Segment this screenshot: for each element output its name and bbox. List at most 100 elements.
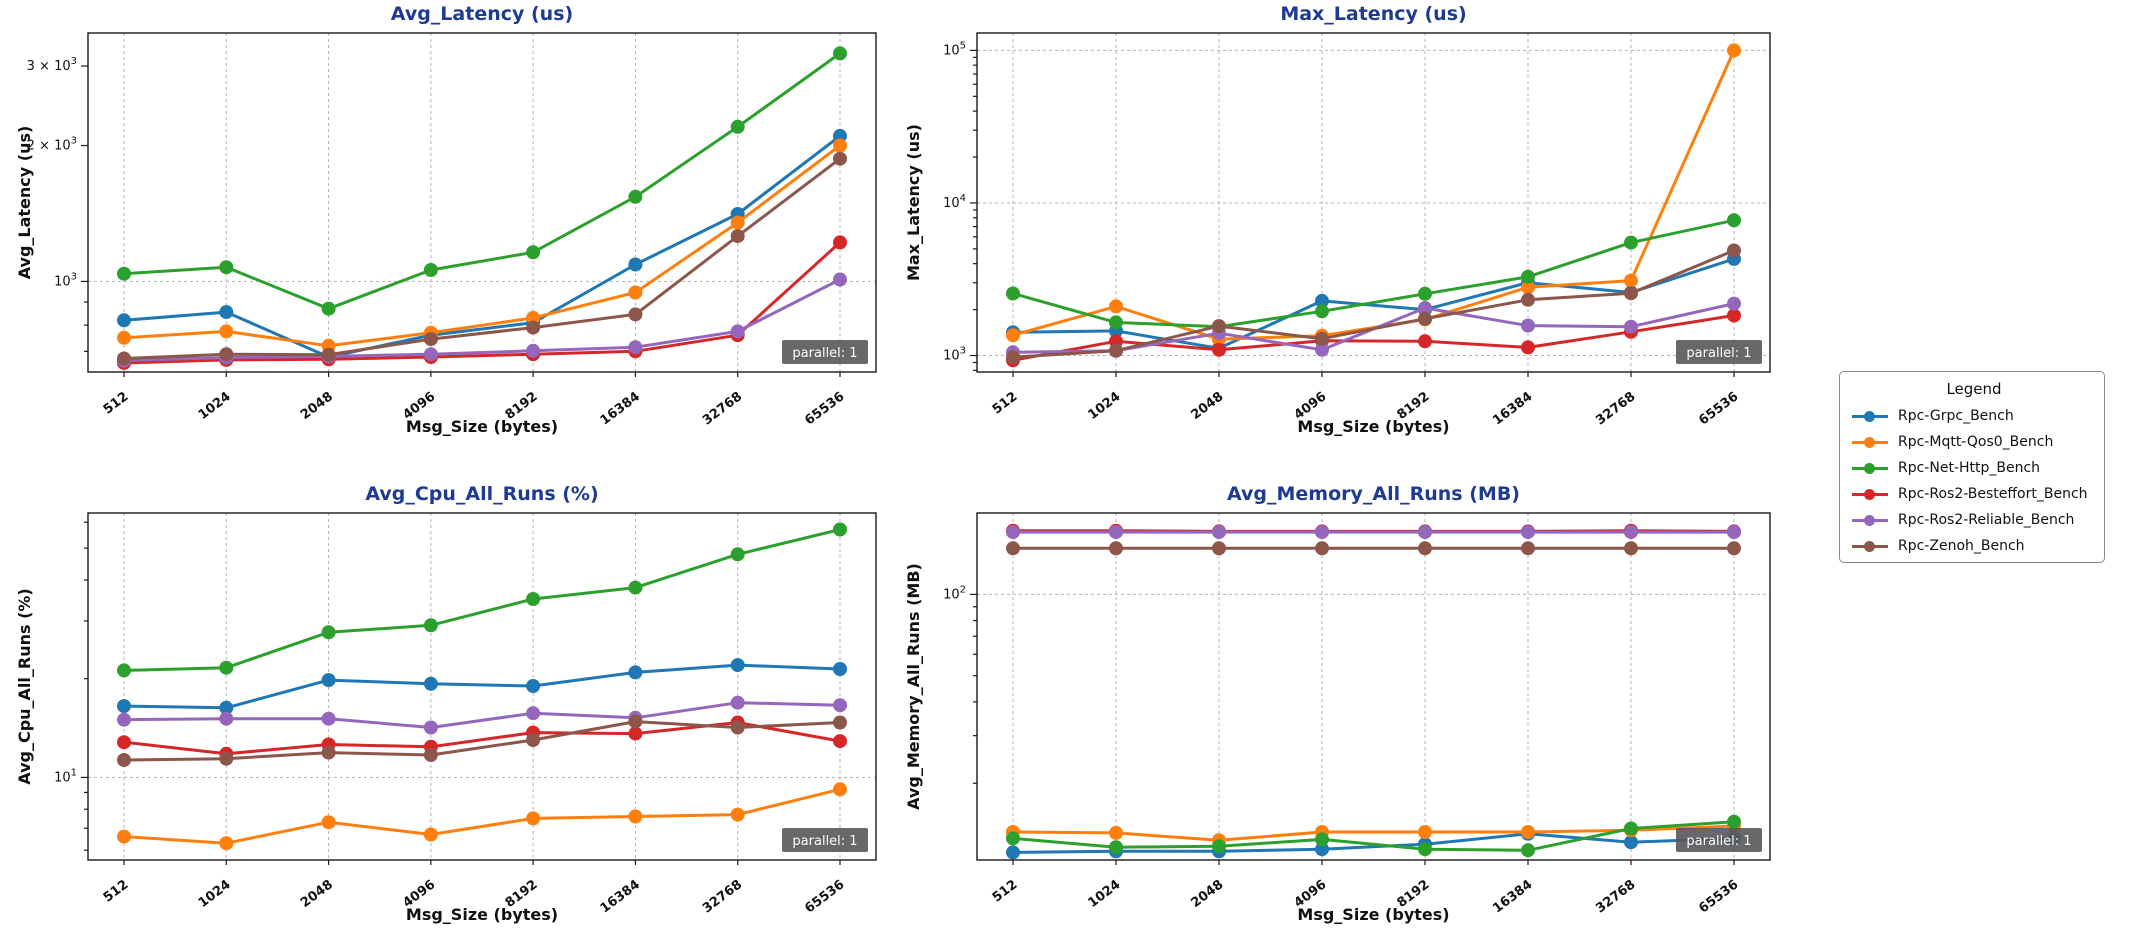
x-tick-label: 2048 (1188, 389, 1226, 423)
data-point-rpc-grpc-bench-4096 (1315, 842, 1329, 857)
data-point-rpc-net-http-bench-32768 (730, 119, 745, 134)
y-axis-label: Avg_Cpu_All_Runs (%) (15, 588, 34, 784)
data-point-rpc-ros2-reliable-bench-32768 (1624, 525, 1638, 540)
data-point-rpc-net-http-bench-2048 (1212, 839, 1226, 854)
x-tick-label: 16384 (1490, 389, 1535, 428)
x-axis-label: Msg_Size (bytes) (1297, 905, 1449, 924)
data-point-rpc-net-http-bench-4096 (1315, 304, 1329, 319)
data-point-rpc-grpc-bench-512 (117, 699, 131, 714)
x-tick-label: 1024 (1085, 389, 1123, 423)
data-point-rpc-mqtt-qos0-bench-512 (117, 829, 131, 844)
data-point-rpc-mqtt-qos0-bench-1024 (1109, 825, 1123, 840)
y-tick-label: 105 (943, 40, 966, 58)
legend-title: Legend (1946, 380, 2002, 398)
data-point-rpc-zenoh-bench-32768 (730, 229, 745, 244)
data-point-rpc-ros2-reliable-bench-2048 (1212, 525, 1226, 540)
data-point-rpc-net-http-bench-16384 (1521, 269, 1535, 284)
x-tick-label: 16384 (1490, 877, 1535, 916)
y-tick-label: 104 (943, 193, 966, 211)
data-point-rpc-zenoh-bench-16384 (1521, 292, 1535, 307)
legend-item-ros2-besteffort: Rpc-Ros2-Besteffort_Bench (1852, 481, 2096, 507)
data-point-rpc-grpc-bench-32768 (730, 658, 745, 673)
x-tick-label: 32768 (700, 877, 745, 916)
legend-item-label: Rpc-Ros2-Reliable_Bench (1898, 512, 2075, 528)
data-point-rpc-mqtt-qos0-bench-512 (1006, 328, 1020, 343)
data-point-rpc-zenoh-bench-8192 (1418, 541, 1432, 556)
data-point-rpc-net-http-bench-65536 (833, 522, 847, 537)
data-point-rpc-mqtt-qos0-bench-65536 (1727, 43, 1741, 58)
plot-border (87, 32, 877, 373)
y-tick-label: 3 × 103 (27, 56, 77, 74)
x-tick-label: 32768 (700, 389, 745, 428)
parallel-badge-text: parallel: 1 (792, 834, 857, 849)
y-tick-label: 102 (943, 584, 966, 602)
x-tick-label: 512 (990, 389, 1021, 417)
data-point-rpc-grpc-bench-512 (1006, 845, 1020, 860)
data-point-rpc-mqtt-qos0-bench-16384 (1521, 280, 1535, 295)
x-tick-label: 512 (101, 877, 132, 905)
data-point-rpc-net-http-bench-8192 (1418, 842, 1432, 857)
data-point-rpc-net-http-bench-16384 (628, 580, 643, 595)
legend-item-mqtt-qos0: Rpc-Mqtt-Qos0_Bench (1852, 429, 2096, 455)
data-point-rpc-zenoh-bench-4096 (423, 332, 438, 347)
data-point-rpc-net-http-bench-65536 (1727, 213, 1741, 228)
data-point-rpc-mqtt-qos0-bench-1024 (1109, 299, 1123, 314)
data-point-rpc-zenoh-bench-32768 (730, 720, 745, 735)
data-point-rpc-ros2-reliable-bench-65536 (833, 272, 847, 287)
x-tick-label: 65536 (802, 877, 847, 916)
x-tick-label: 2048 (1188, 877, 1226, 911)
plot-border (976, 512, 1771, 861)
series-line-rpc-mqtt-qos0-bench (122, 787, 842, 845)
data-point-rpc-grpc-bench-65536 (833, 662, 847, 676)
data-point-rpc-zenoh-bench-8192 (526, 733, 541, 747)
legend-item-label: Rpc-Mqtt-Qos0_Bench (1898, 434, 2054, 450)
data-point-rpc-net-http-bench-32768 (730, 547, 745, 562)
data-point-rpc-mqtt-qos0-bench-16384 (628, 285, 643, 300)
legend-marker-icon (1852, 410, 1888, 423)
series-line-rpc-zenoh-bench (122, 720, 842, 762)
data-point-rpc-ros2-reliable-bench-65536 (1727, 525, 1741, 540)
legend-item-label: Rpc-Net-Http_Bench (1898, 460, 2041, 476)
parallel-badge (1676, 828, 1762, 852)
legend-marker-icon (1852, 488, 1888, 501)
y-tick-label: 2 × 103 (27, 136, 77, 154)
series-line-rpc-zenoh-bench (122, 157, 842, 360)
x-tick-label: 16384 (598, 877, 643, 916)
data-point-rpc-net-http-bench-1024 (1109, 840, 1123, 855)
x-tick-label: 2048 (298, 877, 336, 911)
data-point-rpc-grpc-bench-2048 (321, 673, 336, 688)
data-point-rpc-net-http-bench-4096 (423, 618, 438, 633)
data-point-rpc-zenoh-bench-512 (117, 753, 131, 767)
legend-marker-icon (1852, 540, 1888, 553)
y-axis-label: Avg_Memory_All_Runs (MB) (904, 563, 923, 810)
data-point-rpc-zenoh-bench-512 (1006, 541, 1020, 556)
data-point-rpc-mqtt-qos0-bench-512 (117, 330, 131, 345)
data-point-rpc-net-http-bench-2048 (321, 301, 336, 316)
y-tick-label: 103 (54, 271, 77, 289)
data-point-rpc-zenoh-bench-65536 (833, 715, 847, 730)
data-point-rpc-ros2-besteffort-bench-65536 (1727, 308, 1741, 323)
data-point-rpc-ros2-besteffort-bench-65536 (833, 235, 847, 250)
data-point-rpc-zenoh-bench-4096 (1315, 331, 1329, 346)
data-point-rpc-ros2-besteffort-bench-8192 (1418, 334, 1432, 349)
data-point-rpc-grpc-bench-16384 (628, 665, 643, 680)
x-tick-label: 65536 (1696, 877, 1741, 916)
data-point-rpc-ros2-reliable-bench-32768 (1624, 319, 1638, 334)
data-point-rpc-grpc-bench-4096 (1315, 293, 1329, 308)
data-point-rpc-ros2-besteffort-bench-65536 (833, 734, 847, 749)
data-point-rpc-zenoh-bench-512 (1006, 350, 1020, 365)
legend-box: Legend Rpc-Grpc_Bench Rpc-Mqtt-Qos0_Benc… (1839, 371, 2105, 563)
data-point-rpc-net-http-bench-16384 (1521, 843, 1535, 858)
data-point-rpc-ros2-reliable-bench-4096 (423, 347, 438, 362)
data-point-rpc-net-http-bench-16384 (628, 189, 643, 204)
data-point-rpc-net-http-bench-65536 (833, 46, 847, 61)
data-point-rpc-zenoh-bench-16384 (628, 307, 643, 322)
data-point-rpc-zenoh-bench-8192 (526, 320, 541, 335)
x-axis-label: Msg_Size (bytes) (1297, 417, 1449, 436)
data-point-rpc-ros2-reliable-bench-16384 (628, 340, 643, 355)
data-point-rpc-net-http-bench-512 (117, 266, 131, 281)
data-point-rpc-zenoh-bench-1024 (219, 347, 234, 362)
parallel-badge-text: parallel: 1 (1686, 834, 1751, 849)
